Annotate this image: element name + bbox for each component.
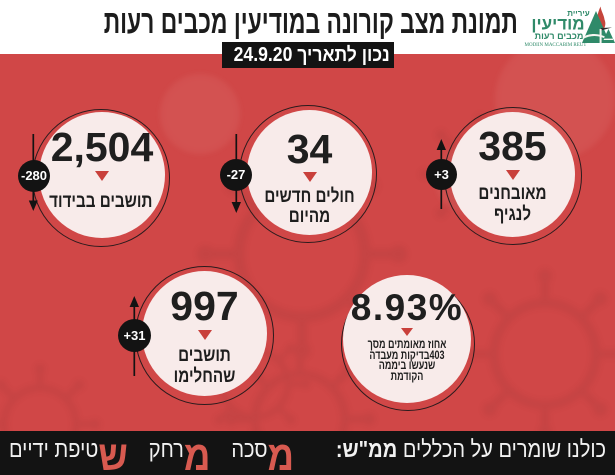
svg-text:עיריית: עיריית bbox=[567, 9, 589, 18]
svg-text:מודיעין: מודיעין bbox=[531, 15, 584, 34]
svg-text:MODIIN MACCABIM REUT: MODIIN MACCABIM REUT bbox=[525, 43, 587, 48]
svg-text:מכבים רעות: מכבים רעות bbox=[535, 31, 584, 41]
